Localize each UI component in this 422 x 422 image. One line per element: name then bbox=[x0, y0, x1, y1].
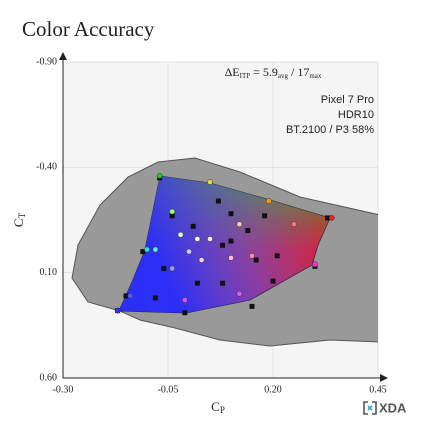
measured-point bbox=[207, 179, 213, 185]
x-tick-label: -0.30 bbox=[53, 384, 74, 395]
x-axis-arrow bbox=[380, 374, 388, 382]
target-point bbox=[182, 310, 188, 316]
metric-subscript: max bbox=[309, 72, 322, 80]
measured-point bbox=[152, 246, 159, 253]
measured-point bbox=[236, 221, 243, 228]
metric-text: = 5.9 bbox=[253, 65, 278, 79]
measured-point bbox=[236, 290, 243, 297]
target-point bbox=[274, 253, 280, 259]
measured-point bbox=[169, 208, 176, 215]
measured-point bbox=[177, 231, 184, 238]
y-axis-arrow bbox=[59, 52, 67, 60]
logo: XDA bbox=[363, 400, 407, 415]
measured-point bbox=[156, 172, 163, 179]
metric-text: / 17 bbox=[291, 65, 309, 79]
target-point bbox=[228, 211, 234, 217]
metric-subscript: ITP bbox=[240, 72, 251, 80]
metric-subscript: avg bbox=[278, 72, 289, 80]
measured-point bbox=[144, 246, 150, 253]
target-point bbox=[194, 280, 200, 286]
target-point bbox=[140, 249, 146, 255]
target-point bbox=[220, 280, 226, 286]
measured-point bbox=[207, 236, 213, 242]
y-tick-label: 0.10 bbox=[40, 267, 58, 278]
y-tick-label: 0.60 bbox=[40, 372, 58, 383]
x-axis-label: CP bbox=[211, 399, 225, 415]
measured-point bbox=[169, 265, 176, 272]
target-point bbox=[262, 213, 268, 219]
target-point bbox=[220, 242, 226, 248]
x-tick-label: 0.45 bbox=[369, 384, 387, 395]
target-point bbox=[270, 278, 276, 284]
target-point bbox=[215, 198, 221, 204]
target-point bbox=[123, 293, 129, 299]
measured-point bbox=[312, 261, 318, 268]
annotation: HDR10 bbox=[338, 109, 374, 121]
target-point bbox=[253, 257, 259, 263]
measured-point bbox=[228, 255, 234, 261]
annotation: Pixel 7 Pro bbox=[321, 94, 374, 106]
logo-text: XDA bbox=[379, 400, 407, 415]
metric-text: ΔE bbox=[225, 65, 240, 79]
measured-point bbox=[249, 252, 255, 259]
y-tick-label: -0.40 bbox=[36, 162, 57, 173]
target-point bbox=[161, 265, 167, 271]
measured-point bbox=[114, 307, 121, 314]
annotation: BT.2100 / P3 58% bbox=[286, 124, 374, 136]
measured-point bbox=[265, 198, 272, 204]
target-point bbox=[152, 295, 158, 301]
measured-point bbox=[198, 257, 205, 263]
target-point bbox=[228, 238, 234, 244]
measured-point bbox=[328, 215, 335, 221]
measured-point bbox=[127, 292, 134, 299]
target-point bbox=[245, 228, 251, 234]
measured-point bbox=[181, 297, 188, 303]
x-tick-label: 0.20 bbox=[264, 384, 282, 395]
x-tick-label: -0.05 bbox=[158, 384, 179, 395]
measured-point bbox=[194, 236, 201, 242]
measured-point bbox=[186, 248, 192, 255]
target-point bbox=[249, 303, 255, 309]
target-point bbox=[169, 213, 175, 219]
target-point bbox=[325, 215, 331, 221]
measured-point bbox=[291, 221, 297, 228]
y-tick-label: -0.90 bbox=[36, 56, 57, 67]
metric: ΔEITP = 5.9avg/ 17max bbox=[225, 65, 322, 80]
y-axis-label: CT bbox=[11, 212, 27, 227]
chart-title: Color Accuracy bbox=[22, 17, 155, 41]
target-point bbox=[190, 223, 196, 229]
